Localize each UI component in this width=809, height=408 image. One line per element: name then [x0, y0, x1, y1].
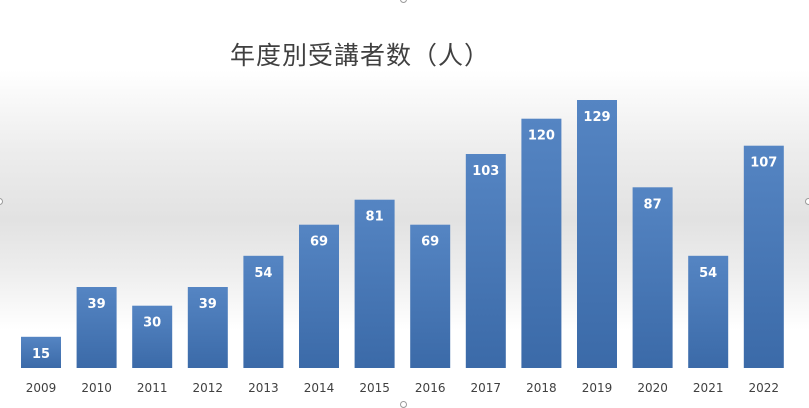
- bar-2021[interactable]: [688, 255, 729, 368]
- bar-2015[interactable]: [354, 199, 395, 368]
- data-label-2020: 87: [644, 197, 662, 212]
- bar-2019[interactable]: [577, 100, 617, 368]
- bar-2013[interactable]: [243, 255, 284, 368]
- bar-2014[interactable]: [299, 224, 339, 368]
- data-label-2014: 69: [310, 235, 328, 250]
- x-tick-label-2021: 2021: [693, 381, 724, 395]
- data-label-2016: 69: [421, 235, 439, 250]
- bar-2011[interactable]: [132, 305, 173, 368]
- x-tick-label-2015: 2015: [359, 381, 390, 395]
- bar-2017[interactable]: [465, 154, 506, 368]
- bar-2016[interactable]: [410, 224, 451, 368]
- resize-handle-right[interactable]: [805, 198, 809, 205]
- x-tick-label-2011: 2011: [137, 381, 168, 395]
- data-label-2011: 30: [143, 316, 161, 331]
- bar-2012[interactable]: [187, 287, 228, 368]
- data-label-2009: 15: [32, 347, 50, 362]
- x-tick-label-2009: 2009: [26, 381, 57, 395]
- data-label-2013: 54: [254, 266, 272, 281]
- data-label-2021: 54: [699, 266, 717, 281]
- bar-2010[interactable]: [76, 287, 117, 368]
- x-tick-label-2013: 2013: [248, 381, 279, 395]
- bar-2018[interactable]: [521, 118, 562, 368]
- x-tick-label-2010: 2010: [81, 381, 112, 395]
- data-label-2015: 81: [366, 210, 384, 225]
- data-label-2018: 120: [528, 129, 555, 144]
- x-tick-label-2012: 2012: [193, 381, 224, 395]
- data-label-2019: 129: [583, 110, 610, 125]
- x-tick-label-2016: 2016: [415, 381, 446, 395]
- data-label-2017: 103: [472, 164, 499, 179]
- data-label-2022: 107: [750, 156, 777, 171]
- x-tick-label-2017: 2017: [471, 381, 502, 395]
- data-label-2012: 39: [199, 297, 217, 312]
- data-label-2010: 39: [88, 297, 106, 312]
- bar-2020[interactable]: [632, 187, 673, 368]
- x-tick-label-2018: 2018: [526, 381, 557, 395]
- bar-2022[interactable]: [743, 145, 784, 368]
- bar-2009[interactable]: [21, 336, 61, 368]
- x-tick-label-2014: 2014: [304, 381, 335, 395]
- chart-title: 年度別受講者数（人）: [229, 41, 490, 70]
- x-tick-label-2020: 2020: [637, 381, 668, 395]
- x-tick-label-2022: 2022: [749, 381, 780, 395]
- x-tick-label-2019: 2019: [582, 381, 613, 395]
